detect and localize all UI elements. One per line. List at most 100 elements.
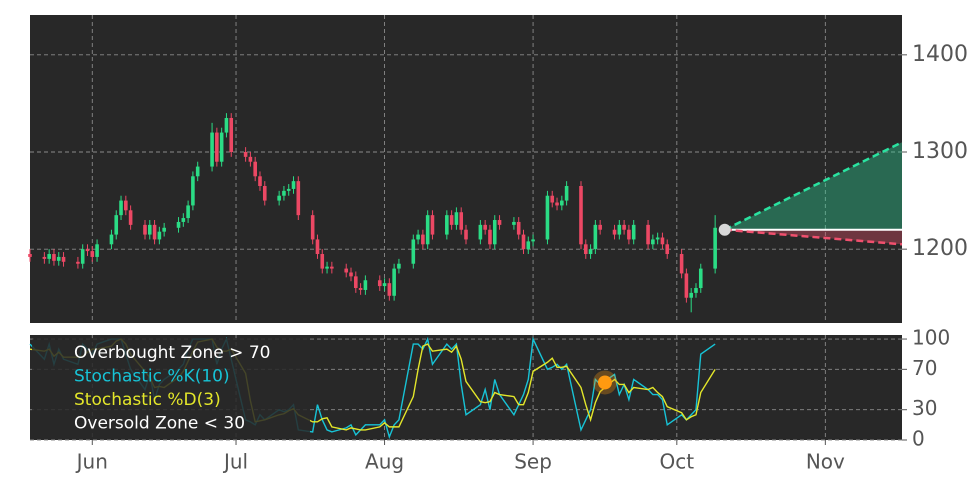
candle-body xyxy=(631,224,636,240)
candle-body xyxy=(56,256,61,261)
candle-body xyxy=(526,241,531,250)
candle-body xyxy=(42,256,47,259)
candle-body xyxy=(310,215,315,240)
label-layer: Jun Jul Aug Sep Oct Nov 1200 1300 1400 0 30 70 100 xyxy=(75,42,968,474)
candle-body xyxy=(147,224,152,235)
legend-entry: Stochastic %K(10) xyxy=(74,367,230,387)
candle-body xyxy=(47,254,51,259)
candle-body xyxy=(665,244,670,255)
candle-body xyxy=(262,186,267,201)
candle-body xyxy=(291,181,296,189)
candle-body xyxy=(61,256,66,262)
y-tick-label: 1200 xyxy=(912,236,968,261)
candle-body xyxy=(277,195,281,201)
forecast-lower-line xyxy=(724,228,903,246)
candle-body xyxy=(377,280,382,287)
candle-body xyxy=(593,224,598,250)
candle-body xyxy=(253,161,257,177)
candle-body xyxy=(689,292,693,298)
candle-body xyxy=(454,212,459,225)
candle-body xyxy=(85,249,90,252)
candle-body xyxy=(617,224,622,235)
forecast-start xyxy=(718,223,731,236)
candle-body xyxy=(181,218,186,222)
candle-body xyxy=(210,132,214,167)
candle-body xyxy=(358,288,363,290)
candle-body xyxy=(325,266,329,269)
candle-body xyxy=(397,263,401,269)
candle-body xyxy=(392,268,396,296)
candle-body xyxy=(698,268,703,289)
candle-body xyxy=(90,251,95,257)
legend-box xyxy=(32,338,310,438)
x-tick-label: Oct xyxy=(660,450,695,474)
candle-body xyxy=(492,220,497,245)
candle-body xyxy=(583,244,588,255)
candle-body xyxy=(344,268,349,273)
candle-body xyxy=(80,249,85,264)
candle-body xyxy=(483,224,487,230)
candle-body xyxy=(95,244,99,257)
candle-body xyxy=(411,239,416,264)
candle-body xyxy=(627,229,631,240)
candle-body xyxy=(191,176,195,206)
candle-body xyxy=(560,200,564,206)
candle-body xyxy=(516,221,521,235)
candle-body xyxy=(76,261,80,264)
candle-body xyxy=(363,280,368,290)
candle-body xyxy=(655,237,660,240)
candle-body xyxy=(445,215,449,235)
candle-body xyxy=(109,234,114,245)
x-tick-label: Aug xyxy=(365,450,404,474)
candle-body xyxy=(354,276,358,289)
candle-body xyxy=(521,234,526,250)
y-tick-label: 70 xyxy=(912,356,937,380)
candle-body xyxy=(157,231,162,240)
candle-body xyxy=(550,195,555,203)
candle-body xyxy=(651,239,655,245)
candle-body xyxy=(282,190,286,196)
candle-body xyxy=(545,195,550,240)
candle-body xyxy=(176,221,181,228)
x-tick-label: Nov xyxy=(806,450,845,474)
y-tick-label: 100 xyxy=(912,326,950,350)
candle-body xyxy=(243,151,248,157)
candle-body xyxy=(258,176,262,187)
candle-body xyxy=(219,132,224,162)
candle-body xyxy=(464,229,468,240)
y-tick-label: 1300 xyxy=(912,139,968,164)
candle-body xyxy=(449,215,454,225)
legend: Overbought Zone > 70 Stochastic %K(10) Sto… xyxy=(32,338,310,438)
candle-body xyxy=(488,229,492,245)
candle-body xyxy=(152,224,157,240)
candle-body xyxy=(315,239,320,255)
candle-body xyxy=(349,272,353,277)
candle-body xyxy=(387,283,392,296)
candle-body xyxy=(555,202,559,206)
candle-body xyxy=(421,234,425,245)
candle-body xyxy=(28,254,32,257)
candle-body xyxy=(459,212,464,230)
candle-body xyxy=(143,224,147,235)
candle-body xyxy=(579,186,583,245)
candle-body xyxy=(124,200,128,211)
candle-body xyxy=(646,224,650,245)
candle-body xyxy=(286,188,291,191)
grid-layer xyxy=(30,15,907,445)
candle-body xyxy=(382,283,387,287)
legend-entry: Oversold Zone < 30 xyxy=(74,414,245,434)
price-panel xyxy=(30,15,902,323)
candle-body xyxy=(186,205,190,219)
candle-body xyxy=(598,224,602,230)
candle-body xyxy=(195,166,200,177)
candle-body xyxy=(679,254,684,274)
candle-body xyxy=(660,237,665,245)
candle-body xyxy=(425,215,430,245)
candle-body xyxy=(330,266,334,269)
candle-body xyxy=(296,181,301,216)
candle-body xyxy=(416,234,420,240)
x-tick-label: Jul xyxy=(222,450,248,474)
candle-body xyxy=(320,254,325,269)
y-tick-label: 1400 xyxy=(912,42,968,67)
candle-body xyxy=(248,156,253,162)
